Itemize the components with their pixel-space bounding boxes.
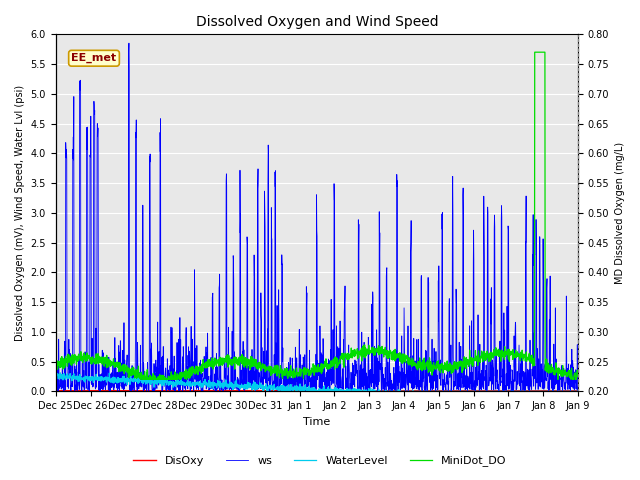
MiniDot_DO	[559, 369, 567, 375]
MiniDot_DO	[531, 49, 539, 55]
WaterLevel	[275, 388, 283, 394]
Y-axis label: MD Dissolved Oxygen (mg/L): MD Dissolved Oxygen (mg/L)	[615, 142, 625, 284]
DisOxy	[463, 388, 471, 394]
DisOxy	[559, 388, 567, 394]
ws	[463, 387, 471, 393]
ws	[574, 384, 582, 389]
WaterLevel	[79, 376, 86, 382]
ws	[559, 366, 567, 372]
MiniDot_DO	[463, 361, 471, 367]
ws	[559, 370, 567, 376]
DisOxy	[574, 388, 582, 394]
MiniDot_DO	[79, 354, 86, 360]
ws	[125, 40, 132, 46]
WaterLevel	[559, 388, 567, 394]
MiniDot_DO	[292, 369, 300, 374]
Line: WaterLevel: WaterLevel	[56, 373, 578, 391]
WaterLevel	[464, 388, 472, 394]
MiniDot_DO	[52, 357, 60, 362]
DisOxy	[52, 388, 60, 394]
WaterLevel	[574, 388, 582, 394]
DisOxy	[559, 388, 566, 394]
X-axis label: Time: Time	[303, 417, 331, 427]
MiniDot_DO	[574, 374, 582, 380]
DisOxy	[292, 388, 300, 394]
WaterLevel	[559, 388, 567, 394]
DisOxy	[79, 388, 86, 394]
ws	[52, 382, 60, 387]
Title: Dissolved Oxygen and Wind Speed: Dissolved Oxygen and Wind Speed	[196, 15, 438, 29]
ws	[79, 383, 86, 389]
DisOxy	[306, 388, 314, 394]
MiniDot_DO	[137, 376, 145, 382]
Y-axis label: Dissolved Oxygen (mV), Wind Speed, Water Lvl (psi): Dissolved Oxygen (mV), Wind Speed, Water…	[15, 85, 25, 341]
ws	[554, 388, 561, 394]
WaterLevel	[52, 375, 60, 381]
ws	[292, 358, 300, 364]
MiniDot_DO	[306, 372, 314, 378]
WaterLevel	[307, 388, 314, 394]
WaterLevel	[292, 386, 300, 392]
Legend: DisOxy, ws, WaterLevel, MiniDot_DO: DisOxy, ws, WaterLevel, MiniDot_DO	[128, 450, 512, 472]
Text: EE_met: EE_met	[72, 53, 116, 63]
MiniDot_DO	[559, 373, 567, 379]
Line: MiniDot_DO: MiniDot_DO	[56, 52, 578, 379]
Line: ws: ws	[56, 43, 578, 391]
WaterLevel	[56, 370, 64, 376]
ws	[306, 385, 314, 391]
